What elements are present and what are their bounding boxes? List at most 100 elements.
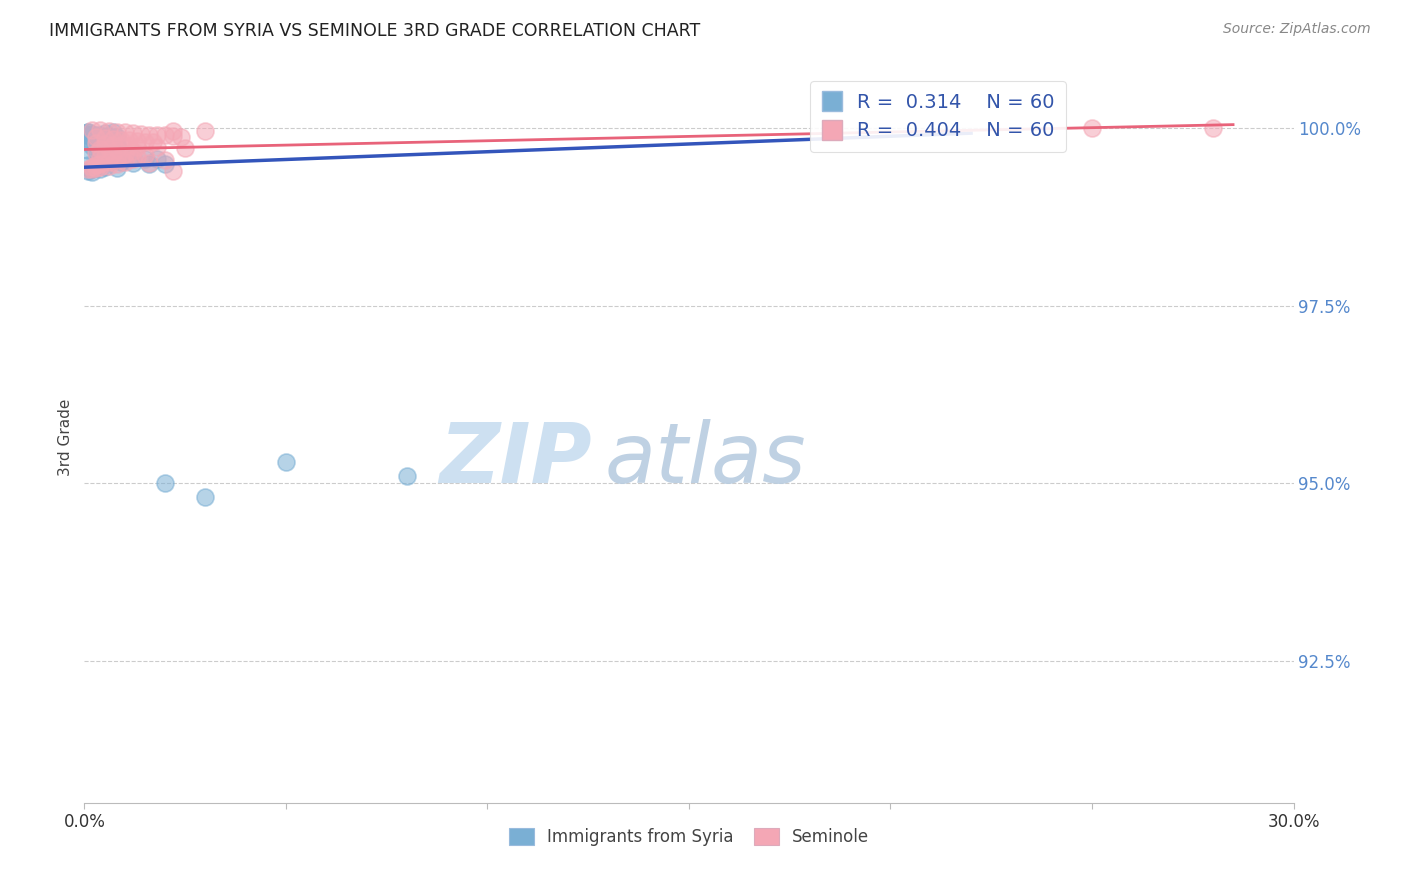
Point <box>114 155 136 169</box>
Point <box>121 156 143 170</box>
Point <box>89 128 111 142</box>
Point <box>105 161 128 175</box>
Point <box>118 133 141 147</box>
Point <box>174 141 197 155</box>
Point <box>82 165 104 179</box>
Point <box>93 138 115 153</box>
Point <box>89 160 111 174</box>
Point <box>114 125 136 139</box>
Point <box>93 146 115 161</box>
Point <box>121 151 143 165</box>
Point <box>93 149 115 163</box>
Point <box>125 150 148 164</box>
Text: ZIP: ZIP <box>440 418 592 500</box>
Point <box>153 157 176 171</box>
Point <box>93 130 115 145</box>
Point <box>101 136 124 150</box>
Point <box>86 132 108 146</box>
Point <box>89 162 111 177</box>
Point <box>86 136 108 150</box>
Text: atlas: atlas <box>605 418 806 500</box>
Point <box>77 132 100 146</box>
Point <box>97 159 120 173</box>
Point <box>89 153 111 168</box>
Point <box>82 127 104 141</box>
Point <box>1081 121 1104 136</box>
Point <box>97 124 120 138</box>
Point <box>77 125 100 139</box>
Point <box>89 131 111 145</box>
Point <box>105 143 128 157</box>
Point <box>118 139 141 153</box>
Point <box>93 126 115 140</box>
Point <box>146 128 169 143</box>
Point <box>89 140 111 154</box>
Point <box>105 152 128 166</box>
Point <box>395 469 418 483</box>
Point <box>121 144 143 158</box>
Point <box>125 139 148 153</box>
Point <box>142 136 165 150</box>
Point <box>134 148 156 162</box>
Point <box>86 144 108 158</box>
Point <box>77 125 100 139</box>
Point <box>89 156 111 170</box>
Point <box>89 123 111 137</box>
Point <box>162 124 184 138</box>
Point <box>1202 121 1225 136</box>
Point <box>93 136 115 151</box>
Point <box>105 125 128 139</box>
Point <box>121 153 143 167</box>
Point <box>77 162 100 177</box>
Point <box>101 146 124 161</box>
Point <box>73 126 96 140</box>
Point <box>93 134 115 148</box>
Point <box>82 160 104 174</box>
Point <box>110 150 132 164</box>
Point <box>82 129 104 144</box>
Point <box>77 158 100 172</box>
Point <box>97 141 120 155</box>
Point <box>82 139 104 153</box>
Point <box>129 127 152 141</box>
Point <box>86 128 108 143</box>
Point <box>86 161 108 175</box>
Point <box>146 153 169 167</box>
Point <box>93 131 115 145</box>
Point <box>274 455 297 469</box>
Text: Source: ZipAtlas.com: Source: ZipAtlas.com <box>1223 22 1371 37</box>
Point <box>86 160 108 174</box>
Point <box>77 143 100 157</box>
Point <box>101 125 124 139</box>
Point <box>153 153 176 168</box>
Point <box>77 163 100 178</box>
Point <box>134 135 156 149</box>
Point <box>110 155 132 169</box>
Point <box>82 161 104 176</box>
Point <box>101 132 124 146</box>
Point <box>86 133 108 147</box>
Point <box>93 160 115 174</box>
Point <box>86 146 108 161</box>
Point <box>89 142 111 156</box>
Point <box>110 138 132 153</box>
Point <box>97 147 120 161</box>
Point <box>105 149 128 163</box>
Point <box>114 147 136 161</box>
Point <box>105 157 128 171</box>
Point <box>89 145 111 160</box>
Point <box>121 126 143 140</box>
Point <box>138 156 160 170</box>
Point <box>138 156 160 170</box>
Y-axis label: 3rd Grade: 3rd Grade <box>58 399 73 475</box>
Point <box>105 143 128 157</box>
Point <box>194 124 217 138</box>
Point <box>97 154 120 169</box>
Point <box>110 132 132 146</box>
Text: IMMIGRANTS FROM SYRIA VS SEMINOLE 3RD GRADE CORRELATION CHART: IMMIGRANTS FROM SYRIA VS SEMINOLE 3RD GR… <box>49 22 700 40</box>
Point <box>138 128 160 142</box>
Point <box>86 137 108 152</box>
Point <box>162 163 184 178</box>
Point <box>194 491 217 505</box>
Point <box>170 129 193 144</box>
